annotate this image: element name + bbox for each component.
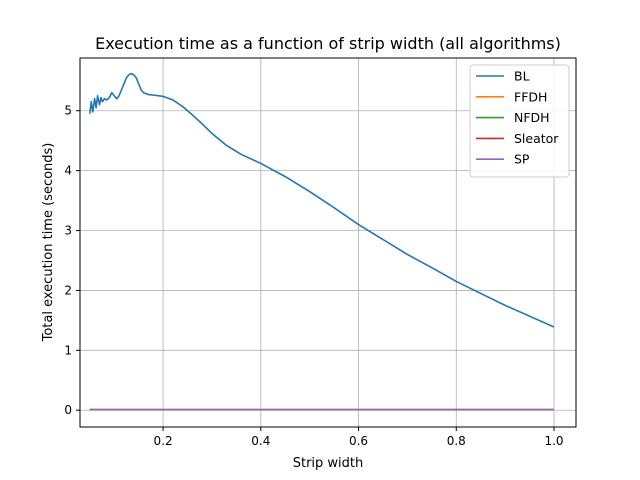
y-tick-label: 4 — [64, 164, 72, 178]
legend-label: SP — [514, 152, 530, 167]
legend-label: NFDH — [514, 110, 550, 125]
y-tick-label: 5 — [64, 104, 72, 118]
legend: BL FFDH NFDH Sleator SP — [469, 64, 570, 178]
plot-lines — [88, 72, 555, 411]
x-tick-label: 0.8 — [447, 434, 466, 448]
y-tick-label: 0 — [64, 403, 72, 417]
y-tick-label: 3 — [64, 224, 72, 238]
legend-label: BL — [514, 69, 530, 84]
y-tick-label: 1 — [64, 343, 72, 357]
legend-label: FFDH — [514, 89, 547, 104]
x-tick-label: 0.2 — [154, 434, 173, 448]
y-tick-label: 2 — [64, 283, 72, 297]
y-axis-ticks: 0 1 2 3 4 5 — [64, 104, 80, 417]
chart-title: Execution time as a function of strip wi… — [95, 34, 561, 53]
series-line-bl — [88, 72, 555, 328]
x-tick-label: 0.6 — [349, 434, 368, 448]
x-axis-ticks: 0.2 0.4 0.6 0.8 1.0 — [154, 427, 564, 448]
x-tick-label: 0.4 — [251, 434, 270, 448]
legend-box — [469, 64, 570, 178]
plot-frame — [79, 57, 577, 428]
y-axis-label: Total execution time (seconds) — [41, 143, 56, 343]
x-axis-label: Strip width — [293, 456, 364, 471]
legend-label: Sleator — [514, 131, 559, 146]
x-tick-label: 1.0 — [544, 434, 563, 448]
